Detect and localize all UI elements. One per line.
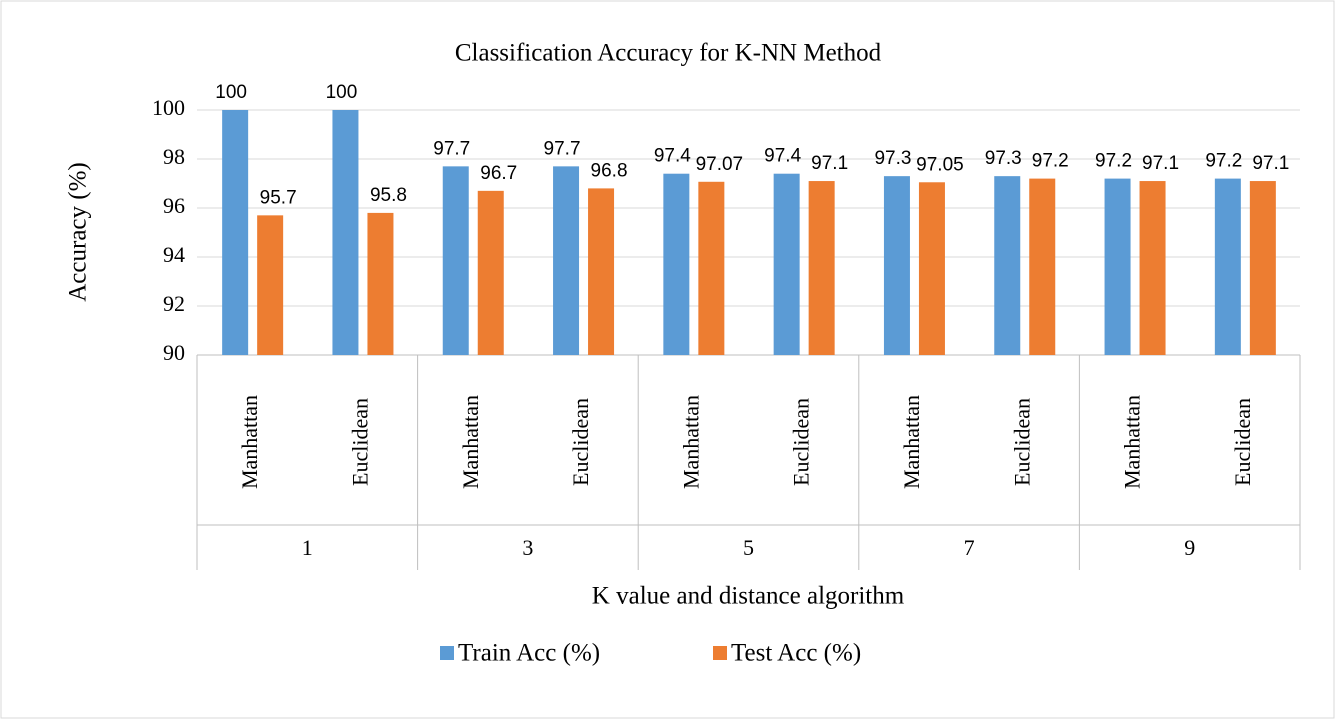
bar [994,176,1021,355]
legend-label: Train Acc (%) [458,640,600,667]
data-label: 97.3 [985,148,1022,169]
data-label: 97.2 [1205,151,1242,172]
data-label: 97.7 [433,138,470,159]
bar [1249,181,1276,355]
bar [1029,178,1056,355]
x-tick-label: Manhattan [1120,395,1145,489]
data-label: 97.4 [654,146,691,167]
legend-label: Test Acc (%) [731,640,861,667]
data-label: 97.07 [696,154,744,175]
x-tick-label: Manhattan [678,395,703,489]
bar [588,188,615,355]
bar [1214,178,1241,355]
chart-title: Classification Accuracy for K-NN Method [455,40,882,67]
bar [663,173,690,355]
bar [367,212,394,355]
group-label: 1 [302,535,313,560]
bar [222,110,249,355]
y-tick-label: 90 [163,340,185,365]
group-label: 3 [522,535,533,560]
x-tick-label: Manhattan [899,395,924,489]
bar [883,176,910,355]
y-tick-label: 100 [152,95,185,120]
data-label: 97.2 [1032,151,1069,172]
bar [773,173,800,355]
bar [1139,181,1166,355]
x-tick-label: Manhattan [237,395,262,489]
group-label: 9 [1184,535,1195,560]
y-tick-label: 92 [163,291,185,316]
group-label: 5 [743,535,754,560]
bar [257,215,284,355]
data-label: 97.4 [764,146,801,167]
legend-swatch [440,646,454,660]
data-label: 96.7 [480,163,517,184]
bar [477,190,504,355]
data-label: 100 [215,82,247,103]
x-axis-title: K value and distance algorithm [592,583,905,610]
bar [553,166,580,355]
bar [1104,178,1131,355]
x-tick-label: Euclidean [789,398,814,486]
data-label: 97.2 [1095,151,1132,172]
bar [698,181,725,355]
y-tick-label: 94 [163,242,185,267]
bar [332,110,359,355]
data-label: 97.7 [544,138,581,159]
data-label: 97.1 [1252,153,1289,174]
data-label: 95.8 [370,185,407,206]
data-label: 100 [326,82,358,103]
group-label: 7 [964,535,975,560]
data-label: 95.7 [260,187,297,208]
data-label: 97.1 [1142,153,1179,174]
x-tick-label: Euclidean [347,398,372,486]
data-label: 96.8 [591,160,628,181]
data-label: 97.1 [811,153,848,174]
bar [918,182,945,355]
y-tick-label: 96 [163,193,185,218]
y-tick-label: 98 [163,144,185,169]
x-tick-label: Euclidean [1230,398,1255,486]
legend-swatch [713,646,727,660]
data-label: 97.05 [916,154,964,175]
data-label: 97.3 [874,148,911,169]
bar [442,166,469,355]
x-tick-label: Euclidean [1009,398,1034,486]
bar [808,181,835,355]
y-axis-title: Accuracy (%) [65,162,92,302]
x-tick-label: Euclidean [568,398,593,486]
x-tick-label: Manhattan [458,395,483,489]
